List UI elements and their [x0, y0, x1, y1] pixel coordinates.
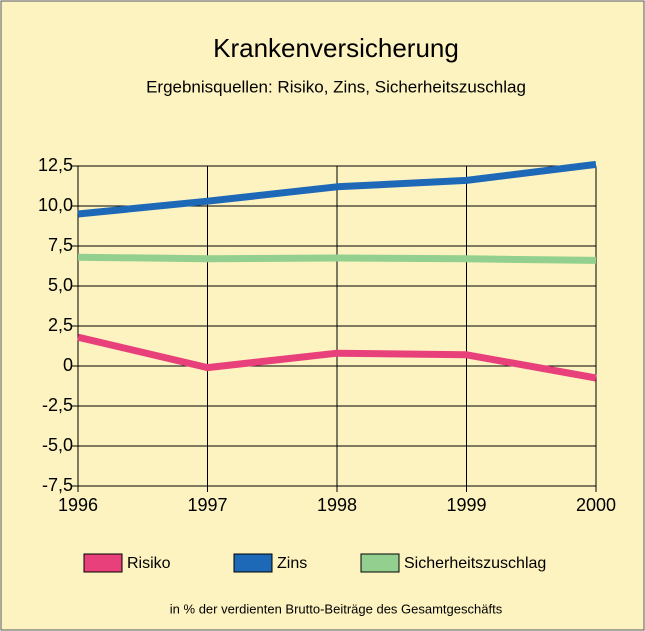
series-line	[77, 160, 597, 218]
y-tick-label: 12,5	[38, 155, 73, 175]
chart-subtitle: Ergebnisquellen: Risiko, Zins, Sicherhei…	[146, 77, 526, 96]
legend-label: Risiko	[127, 555, 171, 572]
y-tick-label: 10,0	[38, 195, 73, 215]
y-tick-label: -5,0	[42, 435, 73, 455]
legend-label: Zins	[277, 555, 307, 572]
x-tick-label: 2000	[576, 495, 616, 515]
y-tick-label: 0	[63, 355, 73, 375]
legend-swatch	[233, 553, 273, 573]
legend-label: Sicherheitszuschlag	[404, 555, 546, 572]
x-tick-label: 1997	[187, 495, 227, 515]
y-tick-label: -7,5	[42, 475, 73, 495]
chart-title: Krankenversicherung	[213, 33, 459, 63]
x-tick-label: 1996	[58, 495, 98, 515]
y-tick-label: 5,0	[48, 275, 73, 295]
legend-swatch	[83, 553, 123, 573]
footnote: in % der verdienten Brutto-Beiträge des …	[170, 601, 503, 616]
series-line	[77, 333, 597, 382]
series-line	[77, 253, 597, 264]
y-tick-label: 7,5	[48, 235, 73, 255]
x-tick-label: 1998	[317, 495, 357, 515]
y-tick-label: -2,5	[42, 395, 73, 415]
x-tick-label: 1999	[446, 495, 486, 515]
legend-swatch	[360, 553, 400, 573]
y-tick-label: 2,5	[48, 315, 73, 335]
